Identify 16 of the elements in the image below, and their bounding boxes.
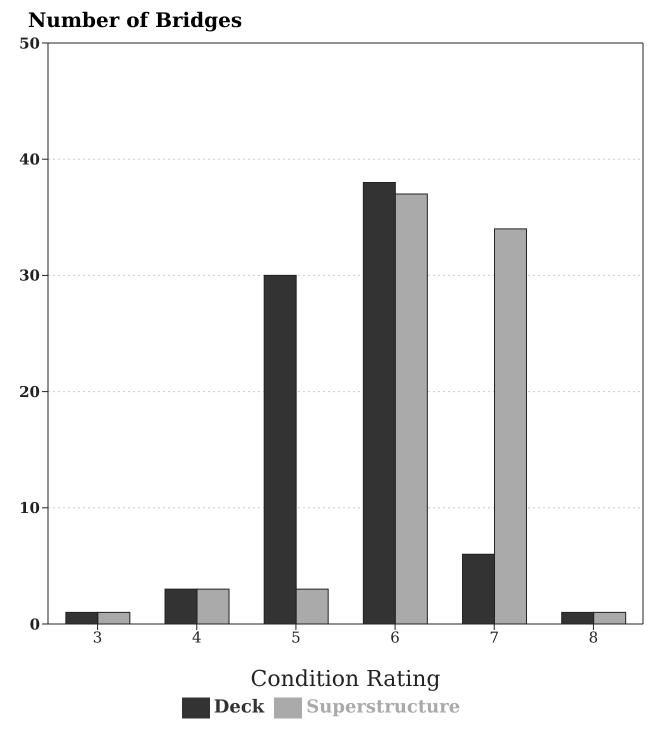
x-tick-label: 3	[92, 628, 102, 647]
y-tick-label: 0	[30, 615, 40, 634]
y-tick-label: 30	[19, 266, 40, 285]
x-axis-title: Condition Rating	[250, 667, 440, 692]
y-tick-label: 10	[19, 499, 40, 518]
x-tick-label: 4	[192, 628, 202, 647]
legend-label: Deck	[214, 696, 264, 718]
legend-label: Superstructure	[306, 696, 460, 718]
x-tick-label: 7	[489, 628, 500, 647]
y-tick-label: 50	[19, 34, 40, 52]
y-tick-label: 40	[19, 150, 40, 169]
x-tick-label: 6	[390, 628, 400, 647]
x-tick-label: 5	[291, 628, 301, 647]
y-tick-label: 20	[19, 382, 40, 401]
x-tick-label: 8	[588, 628, 598, 647]
y-axis-title: Number of Bridges	[28, 8, 244, 32]
